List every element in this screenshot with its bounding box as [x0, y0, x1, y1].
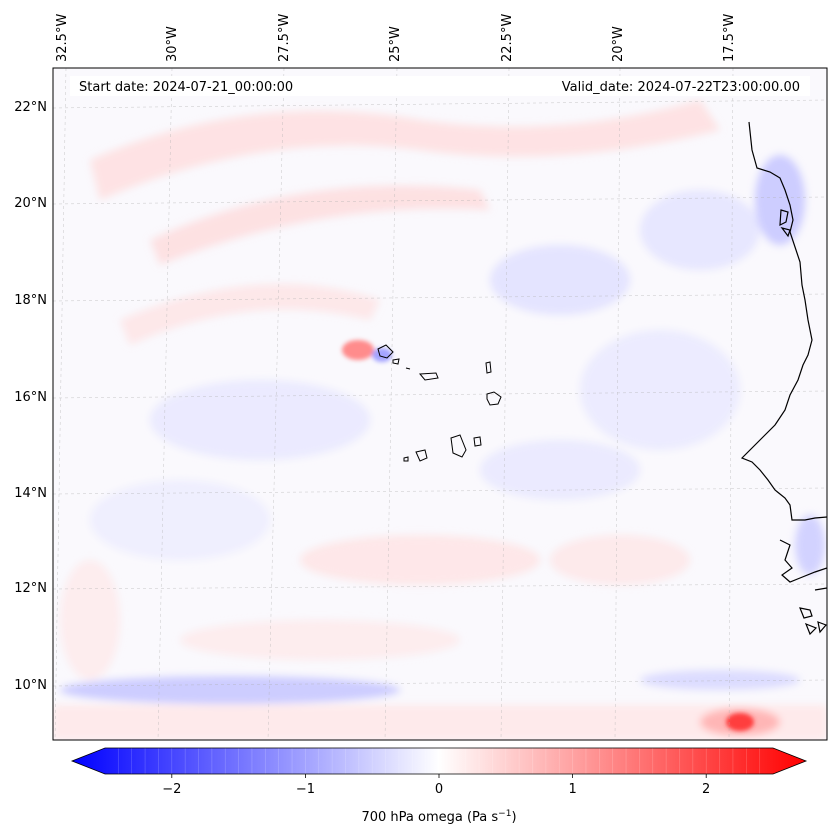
island-santiago	[450, 434, 467, 458]
lon-label-20w: 20°W	[611, 26, 626, 62]
map-frame	[52, 67, 828, 741]
colorbar-tick-label: −2	[162, 782, 181, 797]
coastline-mainland	[740, 121, 827, 521]
island-sal	[485, 361, 492, 374]
island-sao-vicente	[392, 358, 400, 365]
lat-label-18n: 18°N	[14, 293, 47, 308]
map-panel: Start date: 2024-07-21_00:00:00 Valid_da…	[53, 68, 827, 740]
island-sao-nicolau	[418, 372, 439, 381]
lat-label-16n: 16°N	[14, 390, 47, 405]
colorbar-outline	[70, 747, 808, 775]
colorbar: −2 −1 0 1 2 700 hPa omega (Pa s−1)	[70, 747, 808, 825]
start-date-label: Start date: 2024-07-21_00:00:00	[79, 80, 293, 95]
colorbar-tick-label: −1	[296, 782, 315, 797]
cape-verde-islands	[377, 344, 502, 462]
colorbar-segments	[118, 748, 760, 774]
island-fogo	[415, 449, 428, 462]
coastline-arguin-islet	[780, 227, 791, 238]
coastline-bijagos-3	[817, 621, 827, 634]
lon-label-30w: 30°W	[165, 26, 180, 62]
colorbar-label: 700 hPa omega (Pa s−1)	[361, 809, 516, 825]
coastline-bijagos-2	[804, 622, 818, 636]
island-brava	[403, 456, 409, 462]
colorbar-tick-label: 0	[435, 782, 443, 797]
island-boa-vista	[486, 391, 502, 406]
coastline-guinea-bissau	[779, 539, 827, 583]
coastline-guinea	[814, 587, 827, 591]
omega-island-dipole	[342, 340, 754, 731]
lat-label-10n: 10°N	[14, 678, 47, 693]
lat-label-14n: 14°N	[14, 486, 47, 501]
longitude-labels: 32.5°W 30°W 27.5°W 25°W 22.5°W 20°W 17.5…	[55, 14, 737, 62]
colorbar-tick-label: 2	[702, 782, 710, 797]
island-maio	[473, 436, 482, 447]
lat-label-12n: 12°N	[14, 581, 47, 596]
lon-label-25w: 25°W	[388, 26, 403, 62]
latitude-labels: 22°N 20°N 18°N 16°N 14°N 12°N 10°N	[14, 100, 47, 693]
lon-label-17.5w: 17.5°W	[722, 14, 737, 62]
gridlines	[53, 68, 827, 740]
colorbar-fill	[72, 748, 806, 774]
colorbar-ticks: −2 −1 0 1 2	[162, 774, 710, 797]
african-coastline	[740, 121, 827, 636]
lat-label-22n: 22°N	[14, 100, 47, 115]
date-header-bar	[70, 76, 810, 96]
coastline-bijagos-1	[799, 607, 813, 619]
island-santa-luzia	[405, 367, 411, 370]
lat-label-20n: 20°N	[14, 196, 47, 211]
colorbar-tick-label: 1	[568, 782, 576, 797]
omega-field	[53, 100, 827, 740]
coastline-banc-arguin	[779, 209, 789, 227]
lon-label-27.5w: 27.5°W	[277, 14, 292, 62]
valid-date-label: Valid_date: 2024-07-22T23:00:00.00	[562, 80, 800, 95]
lon-label-22.5w: 22.5°W	[500, 14, 515, 62]
island-santo-antao	[377, 344, 394, 359]
lon-label-32.5w: 32.5°W	[55, 14, 70, 62]
